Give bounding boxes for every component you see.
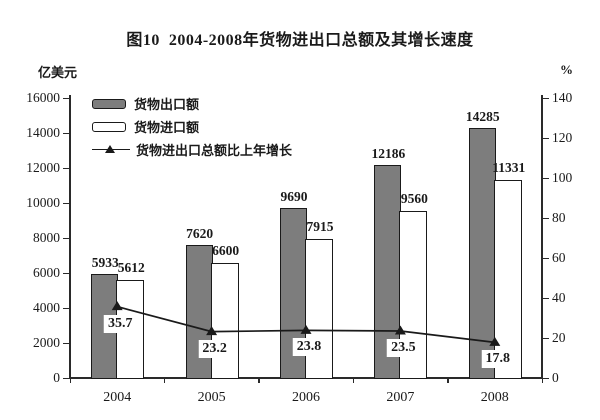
left-axis-tick: [63, 202, 70, 204]
left-axis-tick-label: 10000: [26, 195, 60, 210]
left-axis-tick-label: 2000: [33, 335, 60, 350]
right-axis-tick: [542, 337, 549, 339]
x-axis-tick: [352, 379, 355, 383]
import-bar: [305, 239, 333, 379]
import-value-label: 9560: [400, 190, 428, 206]
x-axis-tick: [163, 379, 166, 383]
right-axis-tick: [542, 257, 549, 259]
growth-value-label: 23.8: [292, 338, 326, 357]
import-value-label: 5612: [117, 259, 145, 275]
legend-item-export: 货物出口额: [92, 92, 292, 115]
x-axis-category-label: 2004: [103, 390, 132, 405]
chart-title: 图10 2004-2008年货物进出口总额及其增长速度: [126, 32, 474, 49]
right-axis-tick: [542, 137, 549, 139]
right-axis-tick-label: 40: [552, 290, 566, 305]
left-axis-tick-label: 4000: [33, 300, 60, 315]
export-value-label: 7620: [186, 225, 214, 241]
right-axis-tick-label: 100: [552, 170, 573, 185]
left-axis-tick: [63, 272, 70, 274]
left-axis-tick: [63, 342, 70, 344]
triangle-marker-icon: [105, 145, 115, 153]
left-axis-tick-label: 14000: [26, 125, 60, 140]
left-axis-line: [69, 95, 71, 379]
right-axis-line: [541, 95, 543, 379]
import-bar: [493, 179, 522, 379]
export-value-label: 12186: [371, 145, 406, 161]
import-bar-swatch-icon: [92, 121, 126, 132]
left-axis-tick: [63, 132, 70, 134]
import-value-label: 6600: [212, 242, 240, 258]
left-axis-tick: [63, 377, 70, 379]
legend-growth-label: 货物进出口总额比上年增长: [136, 143, 293, 158]
legend-import-label: 货物进口额: [134, 120, 200, 135]
left-axis-tick: [63, 167, 70, 169]
left-axis-tick-label: 12000: [26, 160, 60, 175]
export-value-label: 5933: [91, 255, 119, 271]
left-axis-tick-label: 0: [53, 370, 60, 385]
right-axis-tick-label: 120: [552, 130, 573, 145]
right-axis-tick-label: 0: [552, 370, 559, 385]
right-axis-tick: [542, 297, 549, 299]
x-axis-tick: [447, 379, 449, 383]
right-axis-tick-label: 140: [552, 90, 573, 105]
left-axis-tick-label: 6000: [33, 265, 60, 280]
right-axis-tick: [542, 177, 549, 179]
growth-value-label: 35.7: [103, 314, 137, 333]
left-axis-tick: [63, 97, 70, 99]
left-axis-unit-label: 亿美元: [38, 65, 78, 80]
right-axis-tick: [542, 217, 549, 219]
export-bar: [185, 244, 213, 379]
left-axis-tick: [63, 307, 70, 309]
growth-value-label: 17.8: [481, 350, 515, 369]
right-axis-tick-label: 20: [552, 330, 566, 345]
left-axis-tick-label: 8000: [33, 230, 60, 245]
legend-item-import: 货物进口额: [92, 115, 292, 138]
right-axis-tick-label: 60: [552, 250, 566, 265]
right-axis-unit-label: %: [560, 62, 573, 77]
legend: 货物出口额 货物进口额 货物进出口总额比上年增长: [92, 92, 292, 161]
growth-line-swatch-icon: [92, 145, 130, 153]
import-value-label: 11331: [492, 159, 526, 175]
export-bar-swatch-icon: [92, 98, 126, 109]
right-axis-tick: [542, 377, 549, 379]
x-axis-tick: [258, 379, 260, 383]
import-bar: [210, 262, 239, 379]
left-axis-tick-label: 16000: [26, 90, 60, 105]
x-axis-tick: [541, 379, 543, 383]
left-axis-tick: [63, 237, 70, 239]
export-value-label: 14285: [465, 109, 500, 124]
x-axis-category-label: 2006: [292, 390, 320, 405]
growth-value-label: 23.5: [387, 339, 420, 357]
legend-item-growth: 货物进出口总额比上年增长: [92, 138, 292, 161]
growth-value-label: 23.2: [198, 339, 231, 358]
x-axis-category-label: 2008: [480, 390, 509, 405]
x-axis-category-label: 2005: [197, 390, 226, 405]
x-axis-tick: [69, 379, 71, 383]
export-value-label: 9690: [280, 189, 308, 205]
right-axis-tick: [542, 97, 549, 99]
legend-export-label: 货物出口额: [134, 97, 200, 112]
import-value-label: 7915: [306, 219, 334, 235]
x-axis-category-label: 2007: [386, 390, 415, 405]
right-axis-tick-label: 80: [552, 210, 566, 225]
